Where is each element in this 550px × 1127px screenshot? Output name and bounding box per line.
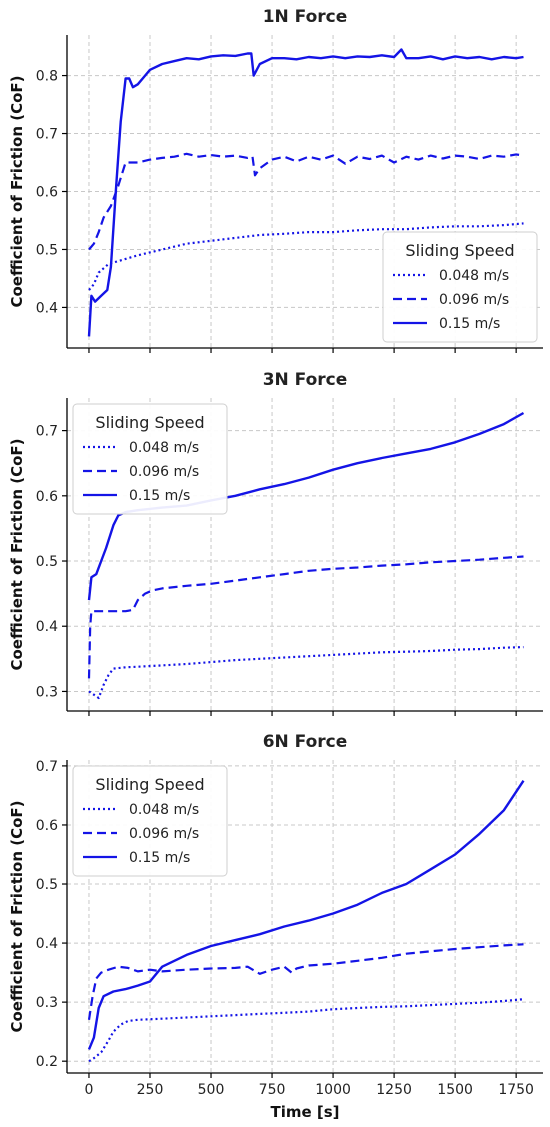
x-tick-label: 1000 (315, 1082, 351, 1098)
y-tick-label: 0.2 (36, 1054, 58, 1070)
chart-panel-1: 1N Force 0.4 0.5 0.6 0.7 0.8 Coefficient of Fr… (8, 7, 543, 353)
series-line-3 (87, 48, 524, 337)
x-tick-label: 1250 (376, 1082, 412, 1098)
chart-title: 6N Force (263, 732, 348, 752)
x-tick-label: 250 (137, 1082, 164, 1098)
chart-title: 3N Force (263, 370, 348, 390)
y-tick-label: 0.6 (36, 185, 58, 201)
y-tick-label: 0.5 (36, 554, 58, 570)
y-tick-label: 0.4 (36, 300, 58, 316)
y-tick-label: 0.7 (36, 759, 58, 775)
x-tick-label: 0 (85, 1082, 94, 1098)
legend-label-2: 0.096 m/s (129, 826, 199, 842)
legend-box (72, 403, 228, 515)
legend: Sliding Speed 0.048 m/s 0.096 m/s 0.15 m/s (72, 765, 228, 877)
legend-label-2: 0.096 m/s (439, 292, 509, 308)
y-axis-label: Coefficient of Friction (CoF) (8, 438, 26, 670)
y-tick-label: 0.7 (36, 424, 58, 440)
legend-label-2: 0.096 m/s (129, 464, 199, 480)
legend-label-3: 0.15 m/s (129, 488, 190, 504)
y-tick-label: 0.5 (36, 242, 58, 258)
legend-title: Sliding Speed (405, 241, 514, 260)
x-axis-label: Time [s] (270, 1103, 339, 1121)
legend-box (382, 231, 538, 343)
y-tick-label: 0.3 (36, 684, 58, 700)
chart-panel-3: 6N Force 0 250 500 750 1000 1250 1500 1750 0.2 0.3… (8, 732, 543, 1121)
y-tick-label: 0.6 (36, 489, 58, 505)
legend-label-3: 0.15 m/s (439, 316, 500, 332)
legend-title: Sliding Speed (95, 413, 204, 432)
legend-label-1: 0.048 m/s (439, 268, 509, 284)
series-line-1 (88, 222, 524, 291)
series-line-2 (87, 555, 524, 679)
series-line-2 (87, 943, 524, 1020)
legend-title: Sliding Speed (95, 775, 204, 794)
legend-label-1: 0.048 m/s (129, 802, 199, 818)
y-axis-label: Coefficient of Friction (CoF) (8, 75, 26, 307)
chart-panel-2: 3N Force 0.3 0.4 0.5 0.6 0.7 Coefficient of Fr… (8, 370, 543, 716)
series-line-1 (88, 646, 524, 700)
y-tick-label: 0.7 (36, 127, 58, 143)
y-axis-label: Coefficient of Friction (CoF) (8, 800, 26, 1032)
series-line-2 (88, 152, 524, 251)
legend-label-1: 0.048 m/s (129, 440, 199, 456)
series-line-3 (87, 780, 525, 1050)
legend-box (72, 765, 228, 877)
legend: Sliding Speed 0.048 m/s 0.096 m/s 0.15 m/s (72, 403, 228, 515)
legend-label-3: 0.15 m/s (129, 850, 190, 866)
y-tick-label: 0.3 (36, 995, 58, 1011)
x-tick-label: 1500 (437, 1082, 473, 1098)
y-tick-label: 0.5 (36, 877, 58, 893)
y-tick-label: 0.8 (36, 69, 58, 85)
series-line-1 (88, 998, 524, 1063)
legend: Sliding Speed 0.048 m/s 0.096 m/s 0.15 m/s (382, 231, 538, 343)
chart-title: 1N Force (263, 7, 348, 27)
x-tick-label: 750 (259, 1082, 286, 1098)
y-tick-label: 0.4 (36, 936, 58, 952)
series-line-3 (87, 411, 525, 601)
y-tick-label: 0.4 (36, 619, 58, 635)
y-tick-label: 0.6 (36, 818, 58, 834)
x-tick-label: 1750 (498, 1082, 534, 1098)
x-tick-label: 500 (198, 1082, 225, 1098)
